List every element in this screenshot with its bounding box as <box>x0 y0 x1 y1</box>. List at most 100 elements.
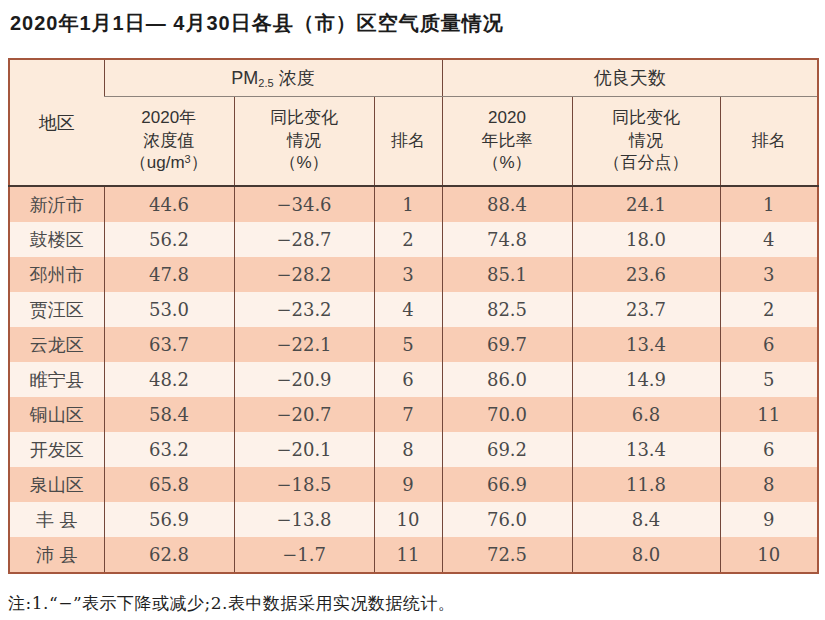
pm-rank-cell: 11 <box>374 537 442 573</box>
table-row: 鼓楼区 56.2 −28.7 2 74.8 18.0 4 <box>9 222 818 257</box>
pm-change-cell: −20.1 <box>234 432 374 467</box>
pm-value-cell: 63.7 <box>104 327 234 362</box>
region-cell: 鼓楼区 <box>9 222 104 257</box>
table-row: 沛 县 62.8 −1.7 11 72.5 8.0 10 <box>9 537 818 573</box>
pm25-prefix: PM <box>231 68 258 88</box>
pm-rank-cell: 10 <box>374 502 442 537</box>
pm-rank-cell: 4 <box>374 292 442 327</box>
good-rank-cell: 1 <box>720 186 818 222</box>
header-line: 情况 <box>573 130 720 153</box>
pm-change-cell: −1.7 <box>234 537 374 573</box>
pm-rank-cell: 7 <box>374 397 442 432</box>
header-sub-row: 2020年 浓度值 （ug/m3） 同比变化 情况 （%） 排名 2020 年比… <box>9 97 818 187</box>
pm-value-cell: 65.8 <box>104 467 234 502</box>
table-row: 邳州市 47.8 −28.2 3 85.1 23.6 3 <box>9 257 818 292</box>
region-cell: 贾汪区 <box>9 292 104 327</box>
col-header-pm-rank: 排名 <box>374 97 442 187</box>
good-ratio-cell: 76.0 <box>442 502 572 537</box>
table-row: 开发区 63.2 −20.1 8 69.2 13.4 6 <box>9 432 818 467</box>
good-change-cell: 23.6 <box>572 257 720 292</box>
good-ratio-cell: 66.9 <box>442 467 572 502</box>
col-header-region: 地区 <box>9 59 104 186</box>
pm-change-cell: −28.7 <box>234 222 374 257</box>
header-line: 2020年 <box>104 107 234 130</box>
good-ratio-cell: 69.7 <box>442 327 572 362</box>
header-line: 年比率 <box>443 130 572 153</box>
pm25-suffix: 浓度 <box>279 68 315 88</box>
pm-rank-cell: 8 <box>374 432 442 467</box>
table-body: 新沂市 44.6 −34.6 1 88.4 24.1 1 鼓楼区 56.2 −2… <box>9 186 818 573</box>
table-header: 地区 PM2.5 浓度 优良天数 2020年 浓度值 （ug/m3） 同比变化 情… <box>9 59 818 186</box>
header-line: （百分点） <box>573 152 720 175</box>
table-row: 丰 县 56.9 −13.8 10 76.0 8.4 9 <box>9 502 818 537</box>
table-row: 铜山区 58.4 −20.7 7 70.0 6.8 11 <box>9 397 818 432</box>
pm-change-cell: −23.2 <box>234 292 374 327</box>
pm-change-cell: −34.6 <box>234 186 374 222</box>
good-change-cell: 23.7 <box>572 292 720 327</box>
good-change-cell: 24.1 <box>572 186 720 222</box>
good-rank-cell: 10 <box>720 537 818 573</box>
pm25-group-label: PM2.5 浓度 <box>231 68 314 88</box>
good-ratio-cell: 72.5 <box>442 537 572 573</box>
pm-rank-cell: 9 <box>374 467 442 502</box>
unit-prefix: （ug/m <box>130 153 185 172</box>
pm-rank-cell: 3 <box>374 257 442 292</box>
good-rank-cell: 11 <box>720 397 818 432</box>
col-header-pm-value: 2020年 浓度值 （ug/m3） <box>104 97 234 187</box>
table-row: 贾汪区 53.0 −23.2 4 82.5 23.7 2 <box>9 292 818 327</box>
pm25-subscript: 2.5 <box>258 77 273 89</box>
good-ratio-cell: 86.0 <box>442 362 572 397</box>
pm-change-cell: −18.5 <box>234 467 374 502</box>
col-header-good-ratio: 2020 年比率 （%） <box>442 97 572 187</box>
good-ratio-cell: 88.4 <box>442 186 572 222</box>
good-change-cell: 14.9 <box>572 362 720 397</box>
page-title: 2020年1月1日— 4月30日各县（市）区空气质量情况 <box>10 10 825 37</box>
header-line: （%） <box>443 152 572 175</box>
table-row: 泉山区 65.8 −18.5 9 66.9 11.8 8 <box>9 467 818 502</box>
good-rank-cell: 8 <box>720 467 818 502</box>
region-cell: 开发区 <box>9 432 104 467</box>
good-change-cell: 8.0 <box>572 537 720 573</box>
page: 2020年1月1日— 4月30日各县（市）区空气质量情况 地区 PM2.5 浓度 … <box>0 0 825 620</box>
good-ratio-cell: 85.1 <box>442 257 572 292</box>
col-header-good-change: 同比变化 情况 （百分点） <box>572 97 720 187</box>
good-rank-cell: 4 <box>720 222 818 257</box>
good-change-cell: 18.0 <box>572 222 720 257</box>
pm-change-cell: −28.2 <box>234 257 374 292</box>
footnote: 注:1.“−”表示下降或减少;2.表中数据采用实况数据统计。 <box>8 592 456 615</box>
pm-value-cell: 63.2 <box>104 432 234 467</box>
region-cell: 邳州市 <box>9 257 104 292</box>
header-line-unit: （ug/m3） <box>104 152 234 175</box>
col-header-pm-change: 同比变化 情况 （%） <box>234 97 374 187</box>
good-rank-cell: 9 <box>720 502 818 537</box>
good-change-cell: 13.4 <box>572 432 720 467</box>
region-cell: 云龙区 <box>9 327 104 362</box>
region-cell: 泉山区 <box>9 467 104 502</box>
good-rank-cell: 5 <box>720 362 818 397</box>
good-ratio-cell: 74.8 <box>442 222 572 257</box>
pm-rank-cell: 5 <box>374 327 442 362</box>
header-line: 情况 <box>235 130 374 153</box>
good-ratio-cell: 82.5 <box>442 292 572 327</box>
region-cell: 睢宁县 <box>9 362 104 397</box>
table-row: 新沂市 44.6 −34.6 1 88.4 24.1 1 <box>9 186 818 222</box>
region-cell: 丰 县 <box>9 502 104 537</box>
col-group-pm25: PM2.5 浓度 <box>104 59 442 97</box>
pm-rank-cell: 2 <box>374 222 442 257</box>
header-line: 同比变化 <box>235 107 374 130</box>
region-cell: 铜山区 <box>9 397 104 432</box>
col-group-good-days: 优良天数 <box>442 59 818 97</box>
pm-value-cell: 56.9 <box>104 502 234 537</box>
good-rank-cell: 2 <box>720 292 818 327</box>
pm-change-cell: −20.7 <box>234 397 374 432</box>
pm-change-cell: −22.1 <box>234 327 374 362</box>
col-header-good-rank: 排名 <box>720 97 818 187</box>
header-line: 同比变化 <box>573 107 720 130</box>
header-group-row: 地区 PM2.5浓度 优良天数 <box>9 59 818 97</box>
pm-value-cell: 48.2 <box>104 362 234 397</box>
good-change-cell: 8.4 <box>572 502 720 537</box>
unit-suffix: ） <box>191 153 208 172</box>
pm-change-cell: −20.9 <box>234 362 374 397</box>
region-cell: 新沂市 <box>9 186 104 222</box>
pm-value-cell: 53.0 <box>104 292 234 327</box>
